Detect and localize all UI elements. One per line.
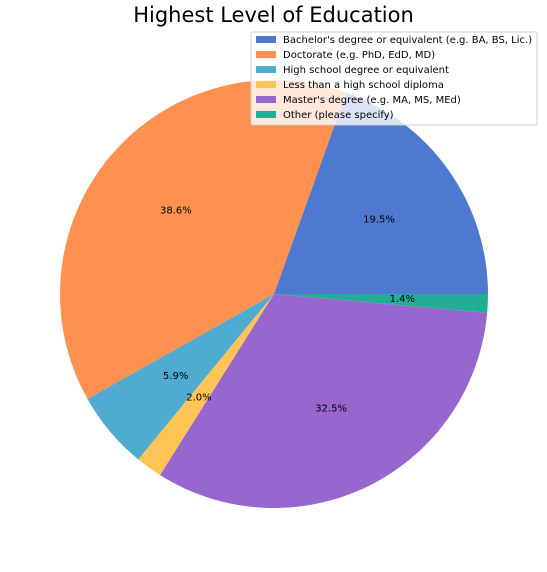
legend-swatch <box>256 96 276 103</box>
legend-swatch <box>256 81 276 88</box>
pie-slice <box>87 294 274 460</box>
pie-value-label: 32.5% <box>315 404 347 415</box>
pie-slice <box>274 294 488 313</box>
chart-title: Highest Level of Education <box>133 3 414 27</box>
pie-slice <box>59 79 347 399</box>
legend-swatch <box>256 51 276 58</box>
legend-swatch <box>256 111 276 118</box>
legend-label: Master's degree (e.g. MA, MS, MEd) <box>283 95 461 106</box>
legend: Bachelor's degree or equivalent (e.g. BA… <box>250 31 538 126</box>
legend-label: Other (please specify) <box>283 110 394 121</box>
pie-value-label: 1.4% <box>390 294 415 305</box>
pie-slice <box>274 92 488 294</box>
pie-value-label: 38.6% <box>160 206 192 217</box>
pie-slices <box>59 79 488 509</box>
pie-value-label: 2.0% <box>186 393 211 404</box>
legend-swatch <box>256 66 276 73</box>
legend-label: Doctorate (e.g. PhD, EdD, MD) <box>283 50 435 61</box>
legend-swatch <box>256 36 276 43</box>
pie-slice <box>160 294 488 509</box>
pie-value-label: 19.5% <box>363 215 395 226</box>
legend-label: Less than a high school diploma <box>283 80 444 91</box>
legend-frame <box>250 31 538 126</box>
pie-value-label: 5.9% <box>163 371 188 382</box>
legend-label: High school degree or equivalent <box>283 65 449 76</box>
legend-label: Bachelor's degree or equivalent (e.g. BA… <box>283 35 532 46</box>
legend-items: Bachelor's degree or equivalent (e.g. BA… <box>256 35 532 121</box>
pie-slice <box>138 294 274 476</box>
pie-value-labels: 19.5% 38.6% 5.9% 2.0% 32.5% 1.4% <box>160 206 415 415</box>
